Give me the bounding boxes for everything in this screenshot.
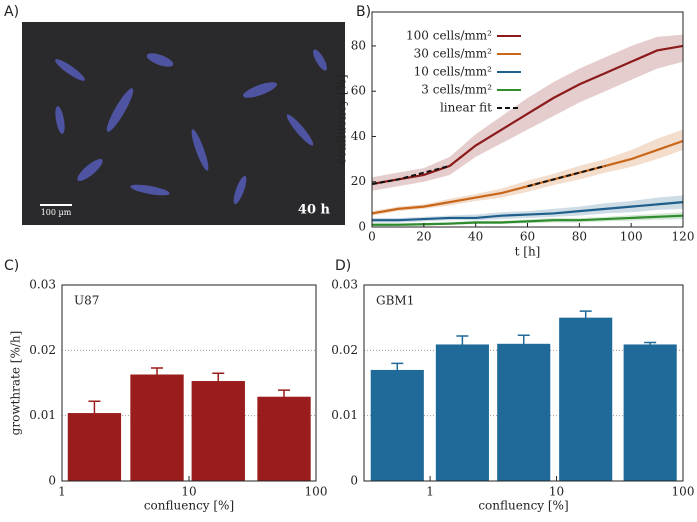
x-axis-label: confluency [%] [478,499,568,513]
legend-label: 100 cells/mm² [406,29,492,43]
x-tick-label: 0 [368,230,376,244]
error-bar [644,341,657,348]
legend-label: 10 cells/mm² [414,65,493,79]
plot-frame [371,11,684,228]
x-tick-label: 1 [58,485,66,499]
series-line [371,44,684,186]
error-bar [579,310,592,325]
error-bar [391,362,404,378]
x-axis-label: confluency [%] [144,499,234,513]
bar [257,396,311,481]
panel-label: C) [4,258,19,274]
error-bar [517,334,530,354]
x-tick-label: 100 [305,485,328,499]
bar [623,344,677,481]
y-tick-label: 0.01 [29,408,56,422]
x-tick-label: 10 [549,485,564,499]
y-axis-label: growthrate [%/h] [9,331,23,436]
panel-label: A) [4,4,19,20]
legend-label: linear fit [440,101,492,115]
scale-bar-label: 100 µm [41,208,72,217]
error-bar [151,367,164,382]
y-tick-label: 80 [351,38,366,52]
x-tick-label: 80 [572,230,587,244]
x-tick-label: 120 [672,230,695,244]
band [372,129,683,216]
chart-title: GBM1 [376,294,414,308]
series-line [371,164,606,188]
x-tick-label: 10 [181,485,196,499]
legend-label: 30 cells/mm² [414,47,493,61]
band [372,212,683,226]
error-bar [456,335,469,354]
x-tick-label: 40 [468,230,483,244]
y-tick-label: 20 [351,174,366,188]
x-tick-label: 60 [520,230,535,244]
cells [55,49,327,205]
y-tick-label: 0.03 [29,278,56,292]
plot-frame [363,284,684,482]
y-tick-label: 60 [351,84,366,98]
bar [497,343,551,481]
x-tick-label: 1 [426,485,434,499]
legend-label: 3 cells/mm² [421,83,492,97]
bar [130,374,184,481]
bar [370,369,424,481]
error-bar [212,372,225,390]
y-tick-label: 0.02 [331,343,358,357]
bar [191,381,245,481]
time-label: 40 h [298,203,331,218]
panel-label: B) [356,4,371,20]
y-tick-label: 0 [350,474,358,488]
y-tick-label: 0.02 [29,343,56,357]
error-bar [278,389,291,405]
x-tick-label: 100 [672,485,695,499]
plot-frame [61,284,317,482]
chart-title: U87 [74,294,99,308]
y-tick-label: 0 [48,474,56,488]
x-axis-label: t [h] [515,245,541,259]
series-line [372,201,684,222]
x-tick-label: 100 [620,230,643,244]
y-axis-label: confluency [%] [335,74,349,164]
bar [435,344,489,481]
x-tick-label: 20 [416,230,431,244]
band [372,195,683,223]
y-tick-label: 40 [351,129,366,143]
bar [559,317,613,481]
y-tick-label: 0 [358,220,366,234]
panel-label: D) [335,258,351,274]
y-tick-label: 0.03 [331,278,358,292]
y-tick-label: 0.01 [331,408,358,422]
error-bar [88,400,101,426]
